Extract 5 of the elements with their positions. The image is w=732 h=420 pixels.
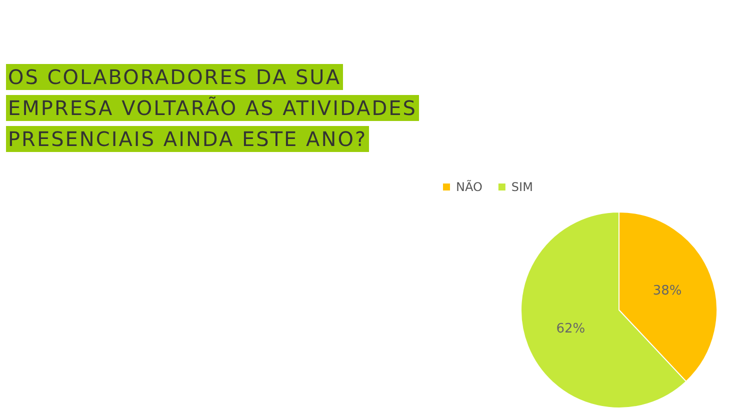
- data-label: 38%: [652, 283, 682, 298]
- data-label: 62%: [556, 322, 586, 337]
- legend-label: SIM: [511, 180, 533, 194]
- text: OS COLABORADORES DA SUA EMPRESA VOLTARÃO AS ATIVIDADES PRESENCIAIS AINDA ESTE ANO?: [6, 64, 419, 152]
- legend-label: NÃO: [456, 179, 482, 194]
